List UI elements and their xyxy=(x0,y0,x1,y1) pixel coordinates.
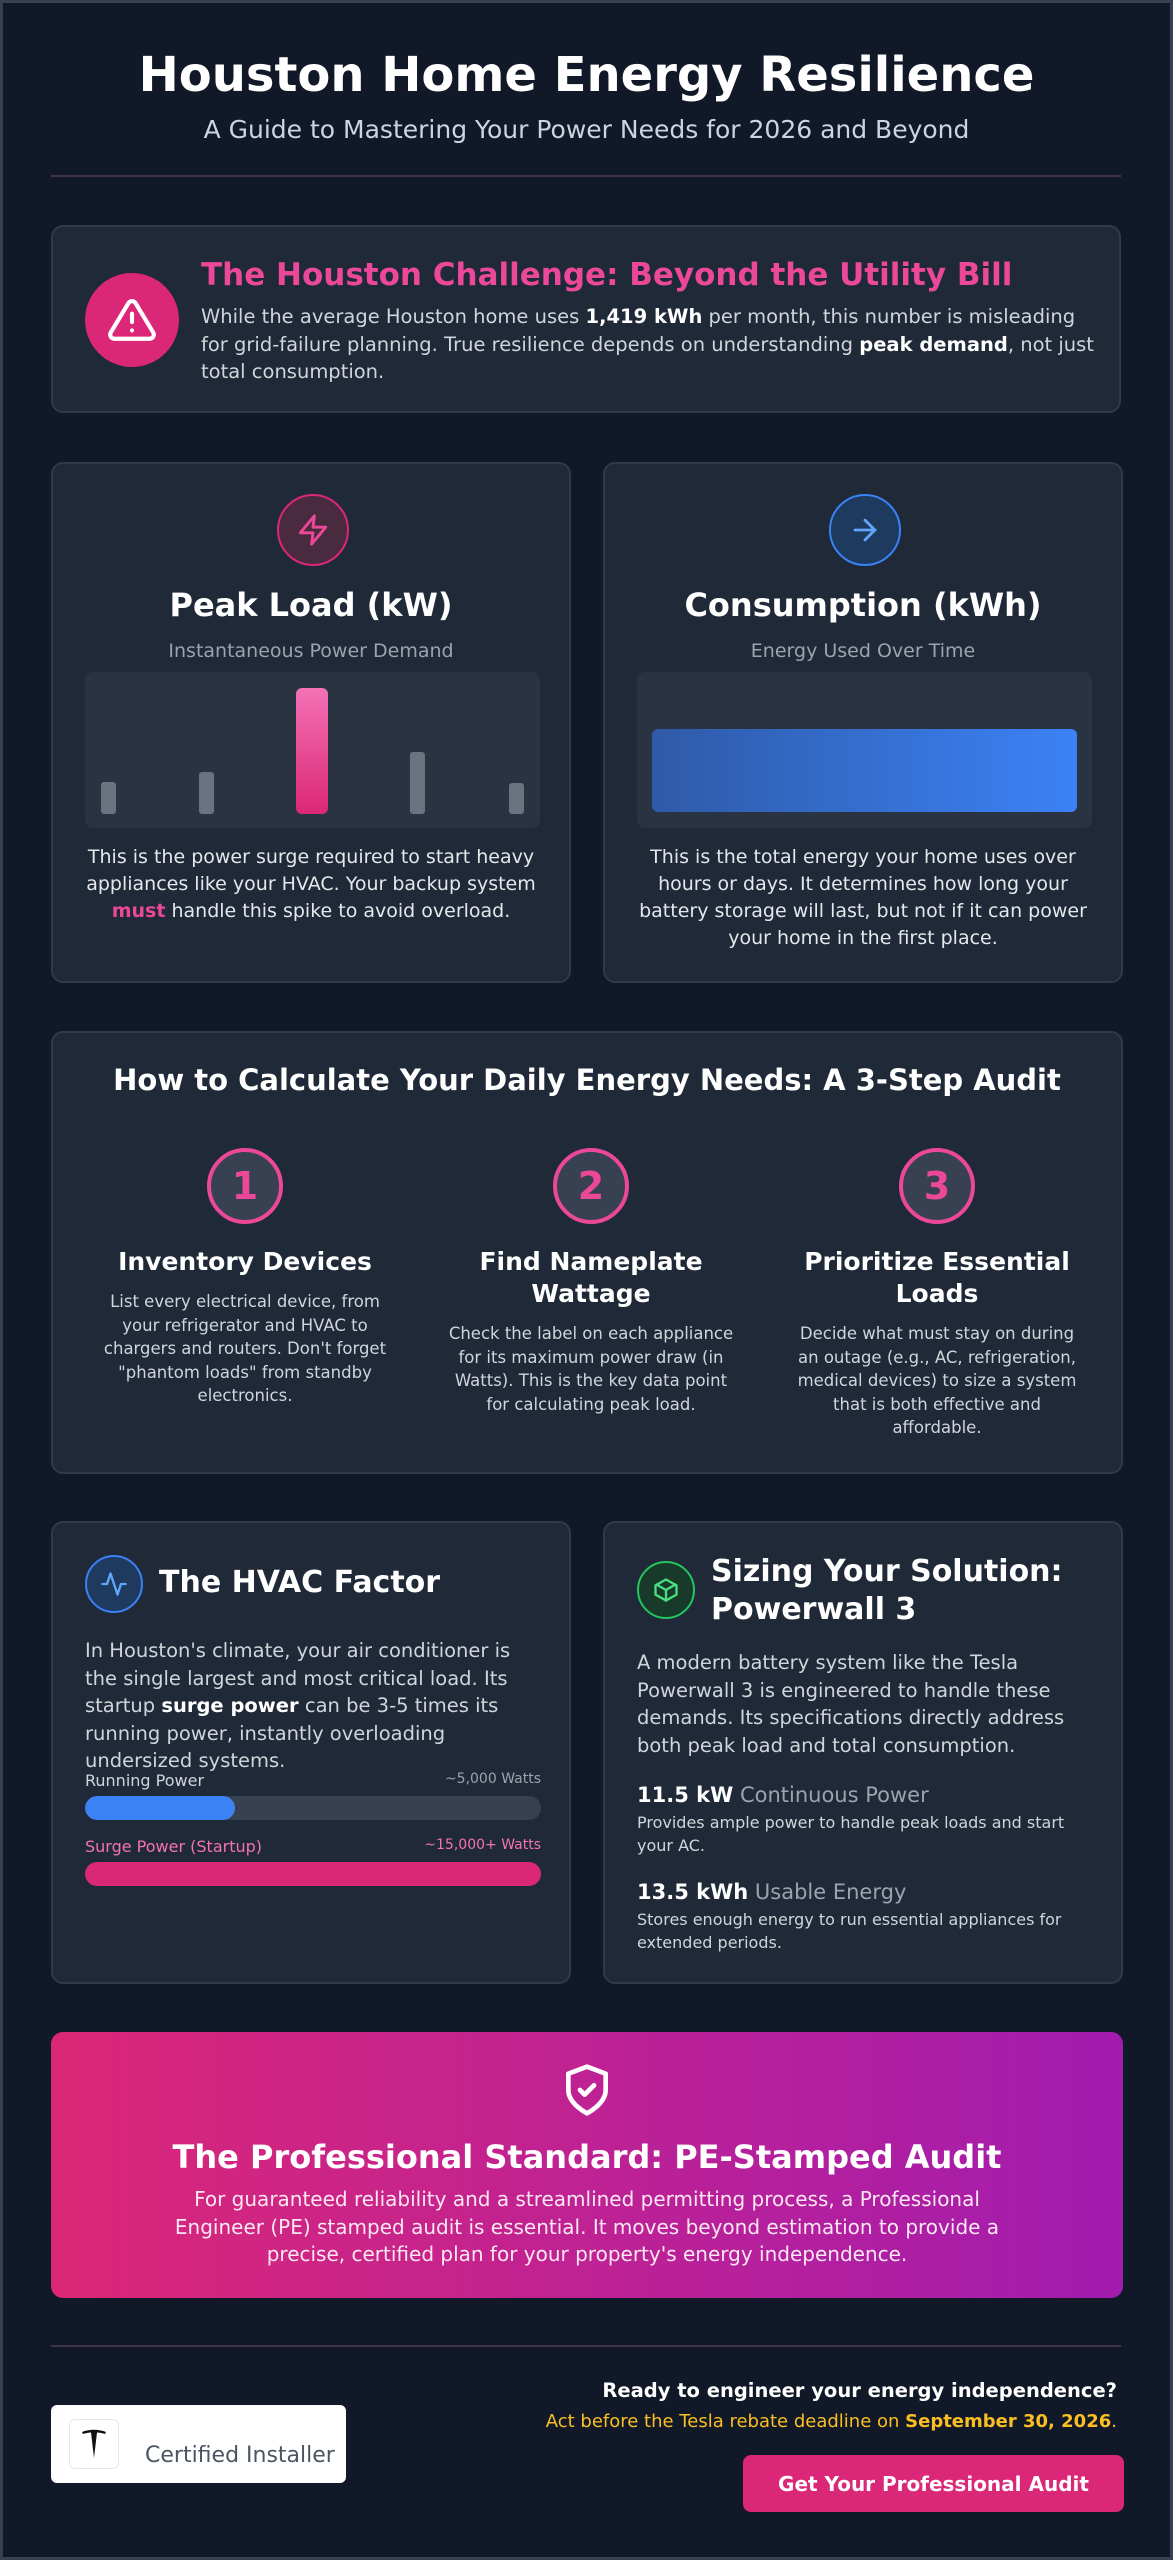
warning-icon xyxy=(85,273,179,367)
spec-label: Continuous Power xyxy=(739,1783,929,1807)
shield-icon xyxy=(566,2064,608,2116)
installer-badge: Certified Installer xyxy=(51,2405,346,2483)
spec: 11.5 kW Continuous Power Provides ample … xyxy=(637,1783,1097,1857)
card-text: This is the power surge required to star… xyxy=(83,844,539,925)
audit-title: How to Calculate Your Daily Energy Needs… xyxy=(113,1063,1061,1097)
text-strong: surge power xyxy=(161,1694,299,1717)
bar-value: ~5,000 Watts xyxy=(444,1771,541,1787)
running-bar: Running Power ~5,000 Watts xyxy=(85,1771,541,1820)
cta-deadline: Act before the Tesla rebate deadline on … xyxy=(546,2411,1117,2432)
step-number: 1 xyxy=(207,1148,283,1224)
arrow-icon xyxy=(829,494,901,566)
powerwall-text: A modern battery system like the Tesla P… xyxy=(637,1651,1065,1757)
text-strong: 1,419 kWh xyxy=(585,305,703,328)
hvac-text: In Houston's climate, your air condition… xyxy=(85,1637,543,1775)
step: 2 Find Nameplate Wattage Check the label o… xyxy=(441,1148,741,1416)
divider xyxy=(51,2345,1121,2347)
challenge-card: The Houston Challenge: Beyond the Utilit… xyxy=(51,225,1121,413)
text: can be 3-5 times its running power, inst… xyxy=(85,1694,499,1772)
step-title: Inventory Devices xyxy=(118,1247,372,1276)
text-strong: must xyxy=(111,900,166,922)
step-text: Check the label on each appliance for it… xyxy=(448,1324,734,1414)
step-text: Decide what must stay on during an outag… xyxy=(797,1324,1077,1437)
consumption-visual xyxy=(637,672,1092,828)
peak-card: Peak Load (kW) Instantaneous Power Deman… xyxy=(51,462,571,983)
step: 3 Prioritize Essential Loads Decide what m… xyxy=(787,1148,1087,1440)
challenge-title: The Houston Challenge: Beyond the Utilit… xyxy=(201,257,1013,293)
text: handle this spike to avoid overload. xyxy=(165,900,511,922)
standard-text: For guaranteed reliability and a streaml… xyxy=(174,2187,1000,2266)
step-text: List every electrical device, from your … xyxy=(103,1292,387,1405)
standard-title: The Professional Standard: PE-Stamped Au… xyxy=(172,2138,1002,2176)
surge-bar: Surge Power (Startup) ~15,000+ Watts xyxy=(85,1837,541,1886)
challenge-text: While the average Houston home uses 1,41… xyxy=(201,303,1096,386)
step-number: 3 xyxy=(899,1148,975,1224)
spec-value: 11.5 kW xyxy=(637,1783,734,1807)
cta-question: Ready to engineer your energy independen… xyxy=(602,2379,1117,2402)
hvac-title: The HVAC Factor xyxy=(159,1565,441,1600)
step: 1 Inventory Devices List every electrical … xyxy=(95,1148,395,1408)
spec-label: Usable Energy xyxy=(754,1880,907,1904)
spec-value: 13.5 kWh xyxy=(637,1880,749,1904)
text-strong: peak demand xyxy=(859,332,1008,356)
bolt-icon xyxy=(277,494,349,566)
audit-card: How to Calculate Your Daily Energy Needs… xyxy=(51,1031,1123,1474)
bar-label: Running Power xyxy=(85,1771,205,1790)
text-strong: September 30, 2026 xyxy=(905,2411,1112,2432)
text: , not just total consumption. xyxy=(201,332,1094,384)
bar-label: Surge Power (Startup) xyxy=(85,1837,263,1856)
card-subtitle: Instantaneous Power Demand xyxy=(168,640,454,662)
step-number: 2 xyxy=(553,1148,629,1224)
text: In Houston's climate, your air condition… xyxy=(85,1639,511,1717)
tesla-logo xyxy=(69,2419,119,2469)
bar-value: ~15,000+ Watts xyxy=(424,1837,541,1853)
powerwall-title: Sizing Your Solution: Powerwall 3 xyxy=(711,1554,1063,1627)
consumption-card: Consumption (kWh) Energy Used Over Time … xyxy=(603,462,1123,983)
powerwall-card: Sizing Your Solution: Powerwall 3 A mode… xyxy=(603,1521,1123,1984)
card-subtitle: Energy Used Over Time xyxy=(750,640,976,662)
subtitle: A Guide to Mastering Your Power Needs fo… xyxy=(203,115,970,144)
cta-button[interactable]: Get Your Professional Audit xyxy=(743,2455,1124,2512)
card-title: Consumption (kWh) xyxy=(684,586,1042,624)
step-title: Find Nameplate Wattage xyxy=(479,1247,703,1308)
step-title: Prioritize Essential Loads xyxy=(804,1247,1070,1308)
peak-visual xyxy=(85,672,540,828)
card-title: Peak Load (kW) xyxy=(169,586,453,624)
cube-icon xyxy=(637,1561,695,1619)
hvac-card: The HVAC Factor In Houston's climate, yo… xyxy=(51,1521,571,1984)
divider xyxy=(51,175,1121,177)
standard-banner: The Professional Standard: PE-Stamped Au… xyxy=(51,2032,1123,2298)
badge-text: Certified Installer xyxy=(145,2443,335,2468)
card-text: This is the total energy your home uses … xyxy=(639,846,1087,949)
spec: 13.5 kWh Usable Energy Stores enough ene… xyxy=(637,1880,1097,1954)
text: Act before the Tesla rebate deadline on xyxy=(545,2411,906,2432)
pulse-icon xyxy=(85,1555,143,1613)
spec-text: Stores enough energy to run essential ap… xyxy=(637,1910,1062,1952)
spec-text: Provides ample power to handle peak load… xyxy=(637,1813,1065,1855)
text: per month, this number is misleading for… xyxy=(201,305,1076,356)
text: . xyxy=(1111,2411,1117,2432)
text: While the average Houston home uses xyxy=(201,305,586,328)
text: This is the power surge required to star… xyxy=(86,846,536,895)
title: Houston Home Energy Resilience xyxy=(138,47,1035,103)
